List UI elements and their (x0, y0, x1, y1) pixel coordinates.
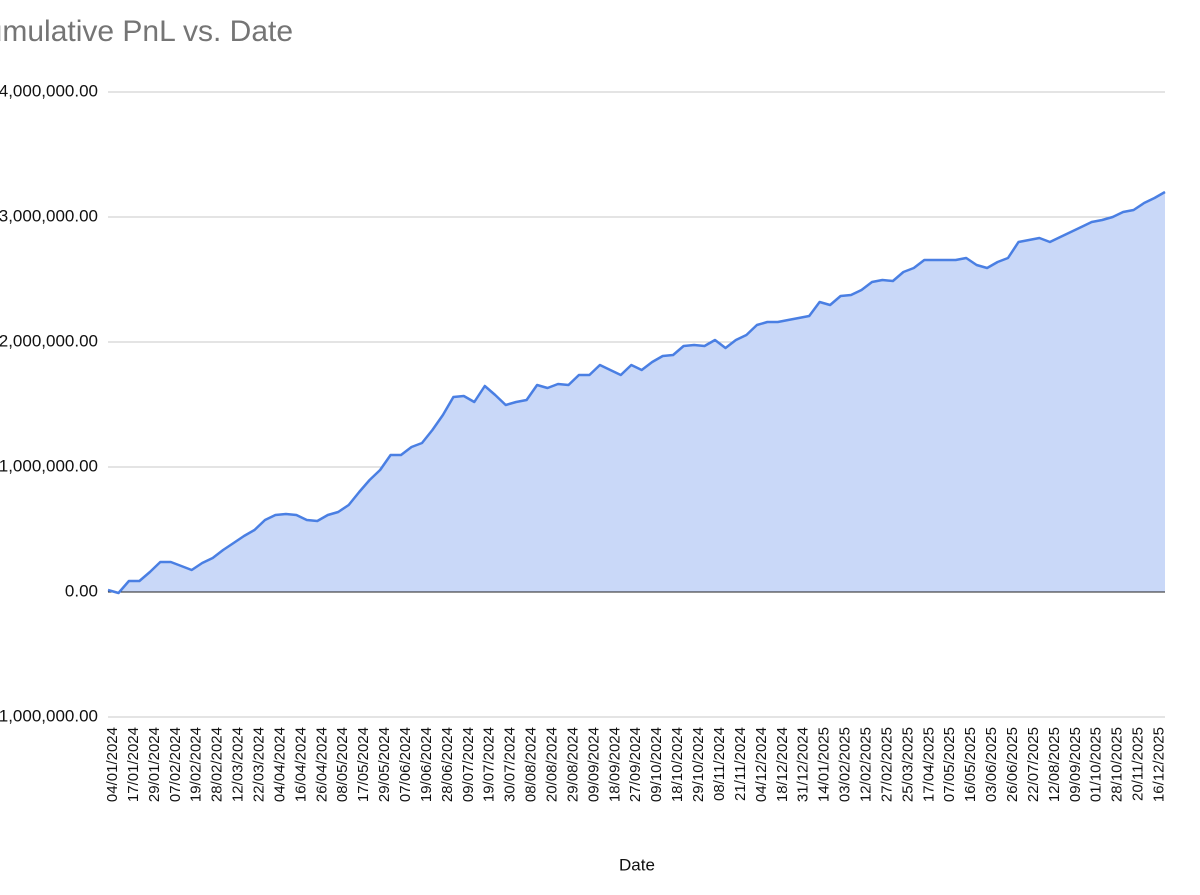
x-tick-label: 04/12/2024 (753, 727, 770, 802)
y-tick-label: 2,000,000.00 (0, 331, 98, 350)
line (107, 190, 1166, 595)
x-tick-label: 17/05/2024 (355, 727, 372, 802)
x-tick-label: 03/06/2025 (983, 727, 1000, 802)
x-tick-label: 26/04/2024 (313, 727, 330, 802)
x-axis-label: Date (619, 855, 655, 874)
x-tick-label: 09/10/2024 (648, 727, 665, 802)
x-tick-label: 01/10/2025 (1088, 727, 1105, 802)
x-tick-label: 08/08/2024 (523, 727, 540, 802)
x-tick-label: 08/05/2024 (334, 727, 351, 802)
y-tick-label: 1,000,000.00 (0, 456, 98, 475)
x-tick-label: 04/01/2024 (104, 727, 121, 802)
x-tick-label: 29/01/2024 (146, 727, 163, 802)
x-tick-label: 08/11/2024 (711, 727, 728, 801)
x-tick-label: 09/09/2025 (1067, 727, 1084, 802)
x-tick-label: 22/03/2024 (250, 727, 267, 802)
x-tick-label: 04/04/2024 (271, 727, 288, 802)
x-tick-label: 31/12/2024 (795, 727, 812, 802)
x-tick-label: 28/02/2024 (209, 727, 226, 802)
x-tick-label: 16/05/2025 (962, 727, 979, 802)
y-tick-label: -1,000,000.00 (0, 706, 98, 725)
x-tick-label: 25/03/2025 (899, 727, 916, 802)
x-tick-label: 21/11/2024 (732, 727, 749, 801)
x-tick-label: 20/11/2025 (1130, 727, 1147, 801)
chart-title: Cumulative PnL vs. Date (0, 15, 293, 48)
x-tick-label: 29/08/2024 (564, 727, 581, 802)
x-tick-label: 22/07/2025 (1025, 727, 1042, 802)
x-tick-label: 18/12/2024 (774, 727, 791, 802)
x-tick-label: 18/10/2024 (669, 727, 686, 802)
area (108, 192, 1165, 593)
x-tick-label: 03/02/2025 (837, 727, 854, 802)
x-tick-label: 18/09/2024 (606, 727, 623, 802)
x-tick-label: 07/02/2024 (167, 727, 184, 802)
x-tick-label: 09/09/2024 (585, 727, 602, 802)
x-tick-label: 09/07/2024 (460, 727, 477, 802)
y-tick-label: 0.00 (65, 581, 98, 600)
x-tick-label: 07/05/2025 (941, 727, 958, 802)
x-tick-label: 14/01/2025 (816, 727, 833, 802)
x-tick-label: 20/08/2024 (544, 727, 561, 802)
x-tick-label: 28/06/2024 (439, 727, 456, 802)
x-tick-label: 17/01/2024 (125, 727, 142, 802)
x-tick-label: 12/03/2024 (230, 727, 247, 802)
x-tick-label: 12/02/2025 (857, 727, 874, 802)
x-tick-label: 16/12/2025 (1151, 727, 1168, 802)
x-tick-label: 19/06/2024 (418, 727, 435, 802)
x-tick-label: 30/07/2024 (502, 727, 519, 802)
x-tick-label: 07/06/2024 (397, 727, 414, 802)
x-tick-label: 16/04/2024 (292, 727, 309, 802)
x-tick-label: 27/02/2025 (878, 727, 895, 802)
x-tick-label: 19/07/2024 (481, 727, 498, 802)
x-tick-label: 17/04/2025 (920, 727, 937, 802)
x-tick-label: 28/10/2025 (1109, 727, 1126, 802)
x-tick-label: 12/08/2025 (1046, 727, 1063, 802)
y-tick-label: 3,000,000.00 (0, 206, 98, 225)
x-tick-label: 27/09/2024 (627, 727, 644, 802)
y-tick-label: 4,000,000.00 (0, 81, 98, 100)
x-tick-label: 26/06/2025 (1004, 727, 1021, 802)
x-tick-label: 19/02/2024 (188, 727, 205, 802)
x-tick-label: 29/10/2024 (690, 727, 707, 802)
x-tick-label: 29/05/2024 (376, 727, 393, 802)
